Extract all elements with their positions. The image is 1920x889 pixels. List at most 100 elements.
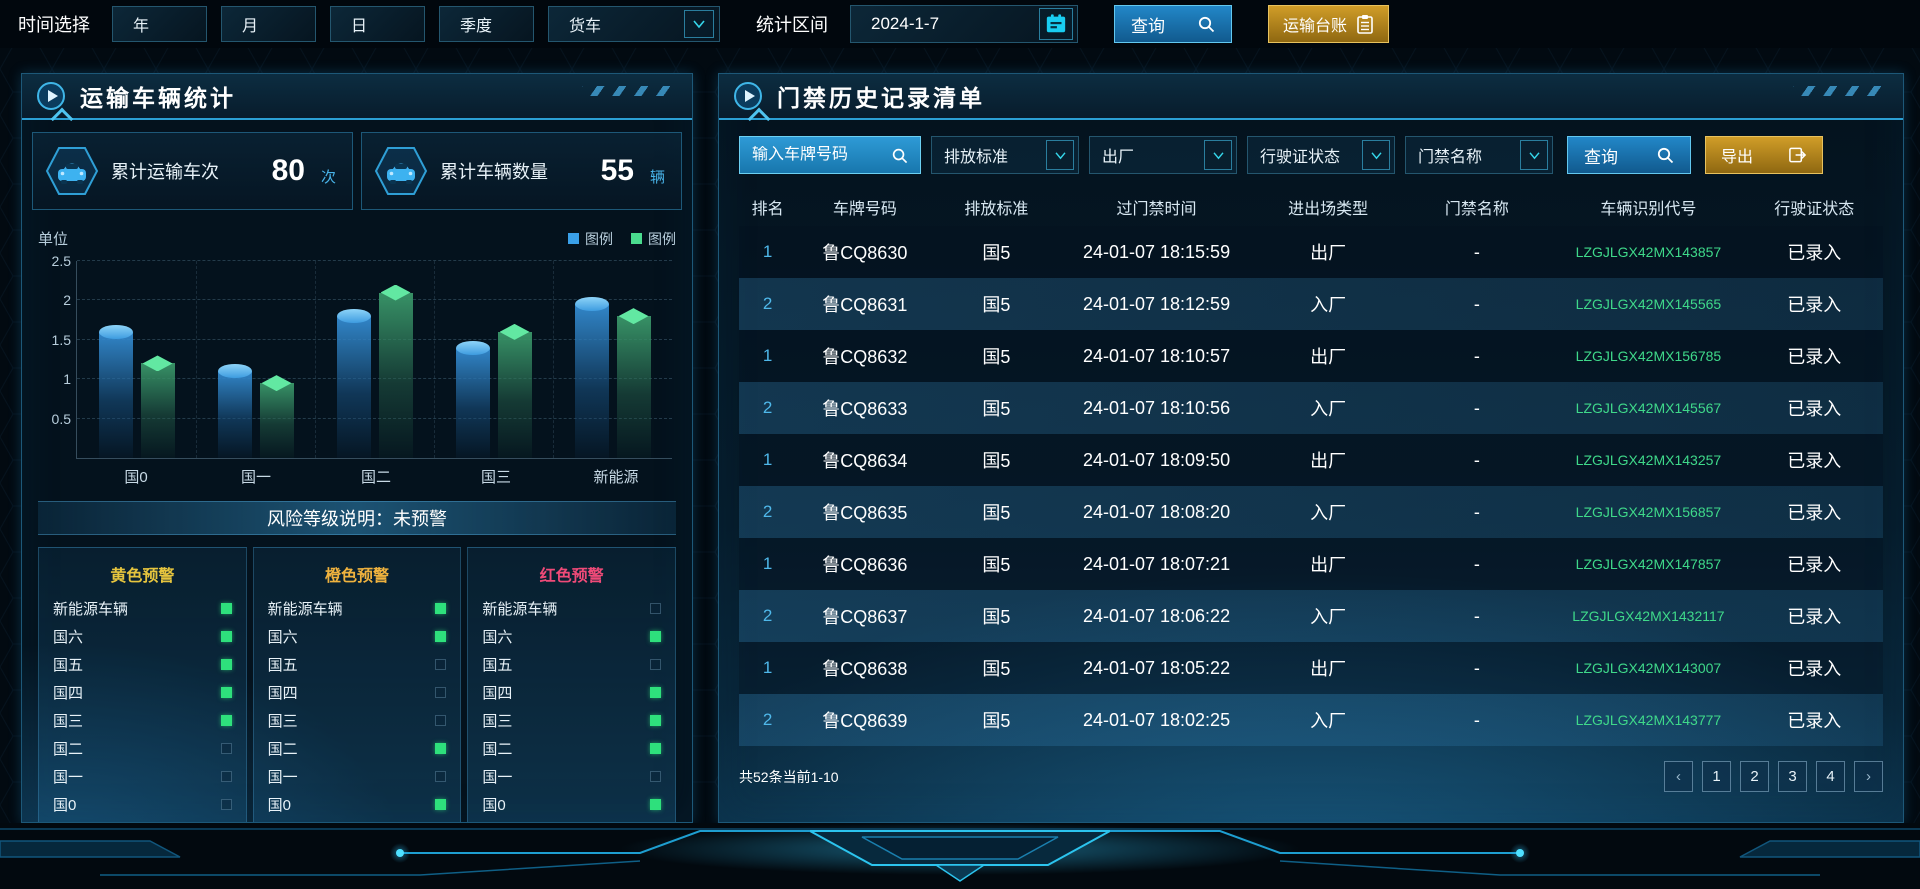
table-row[interactable]: 1 鲁CQ8632 国5 24-01-07 18:10:57 出厂 - LZGJ… <box>739 330 1883 382</box>
warning-rows: 新能源车辆 国六 国五 <box>482 594 662 818</box>
cell-direction: 入厂 <box>1310 295 1347 315</box>
warning-row: 新能源车辆 <box>53 594 232 622</box>
warning-row-label: 国0 <box>53 796 77 814</box>
bar-series-green <box>378 292 413 458</box>
warning-row: 国二 <box>482 734 662 762</box>
page-number-button[interactable]: 2 <box>1740 761 1769 792</box>
cell-plate: 鲁CQ8635 <box>822 503 908 523</box>
plate-search-field[interactable] <box>739 136 921 174</box>
period-button[interactable]: 年 <box>112 6 207 42</box>
cell-rank: 2 <box>762 502 773 521</box>
table-row[interactable]: 1 鲁CQ8634 国5 24-01-07 18:09:50 出厂 - LZGJ… <box>739 434 1883 486</box>
warning-row-label: 国三 <box>482 712 513 730</box>
query-button[interactable]: 查询 <box>1114 5 1232 43</box>
page-number-button[interactable]: 3 <box>1778 761 1807 792</box>
cell-gate-name: - <box>1473 293 1480 314</box>
cell-plate: 鲁CQ8633 <box>822 399 908 419</box>
period-button[interactable]: 季度 <box>439 6 534 42</box>
warning-row-label: 国0 <box>267 796 292 814</box>
category-label: 国一 <box>240 469 271 486</box>
warning-row-label: 国五 <box>267 656 298 674</box>
stat-label: 累计运输车次 <box>111 162 219 182</box>
filter-query-button[interactable]: 查询 <box>1567 136 1691 174</box>
table-row[interactable]: 1 鲁CQ8630 国5 24-01-07 18:15:59 出厂 - LZGJ… <box>739 226 1883 278</box>
bar-series-green <box>140 363 175 458</box>
cell-vin: LZGJLGX42MX156857 <box>1575 504 1722 520</box>
cell-emission-standard: 国5 <box>982 295 1011 315</box>
cell-emission-standard: 国5 <box>982 659 1011 679</box>
bar-series-blue <box>574 297 609 458</box>
chevron-down-icon <box>684 10 714 38</box>
filter-select[interactable]: 出厂 <box>1089 136 1237 174</box>
warning-row: 国六 <box>53 622 232 650</box>
cell-direction: 入厂 <box>1310 607 1347 627</box>
warning-row-label: 国三 <box>267 712 298 730</box>
filter-select[interactable]: 排放标准 <box>931 136 1079 174</box>
cell-gate-time: 24-01-07 18:07:21 <box>1082 553 1231 574</box>
bar-group <box>315 261 434 458</box>
page-next-button[interactable]: › <box>1854 761 1883 792</box>
filter-select-label: 排放标准 <box>944 149 1009 166</box>
cell-gate-name: - <box>1473 241 1480 262</box>
warning-row: 新能源车辆 <box>268 594 447 622</box>
cell-rank: 2 <box>762 398 773 417</box>
table-row[interactable]: 2 鲁CQ8639 国5 24-01-07 18:02:25 入厂 - LZGJ… <box>739 694 1883 746</box>
left-panel-title: 运输车辆统计 <box>80 85 236 111</box>
topbar: 时间选择 年 月 日 季度 货车 统计区间 2024-1-7 <box>0 0 1920 48</box>
transport-ledger-button[interactable]: 运输台账 <box>1268 5 1390 43</box>
warning-column: 橙色预警 新能源车辆 国六 <box>252 547 462 822</box>
table-row[interactable]: 2 鲁CQ8633 国5 24-01-07 18:10:56 入厂 - LZGJ… <box>739 382 1883 434</box>
vehicle-type-select[interactable]: 货车 <box>548 6 720 42</box>
table-row[interactable]: 1 鲁CQ8638 国5 24-01-07 18:05:22 出厂 - LZGJ… <box>739 642 1883 694</box>
legend-item[interactable]: 图例 <box>631 229 676 249</box>
cell-direction: 出厂 <box>1310 451 1347 471</box>
cell-emission-standard: 国5 <box>982 243 1011 263</box>
legend-swatch <box>568 233 579 244</box>
period-button[interactable]: 日 <box>330 6 425 42</box>
y-axis-tick: 2 <box>63 292 71 309</box>
warning-row: 国0 <box>268 790 447 818</box>
bar-series-blue <box>455 340 490 458</box>
page-number-button[interactable]: 1 <box>1702 761 1731 792</box>
cell-gate-name: - <box>1473 553 1480 574</box>
period-button[interactable]: 月 <box>221 6 316 42</box>
table-row[interactable]: 2 鲁CQ8637 国5 24-01-07 18:06:22 入厂 - LZGJ… <box>739 590 1883 642</box>
bottom-tech-decoration <box>0 823 1920 889</box>
filter-select[interactable]: 门禁名称 <box>1405 136 1553 174</box>
filter-query-label: 查询 <box>1584 147 1618 167</box>
page-number-button[interactable]: 4 <box>1816 761 1845 792</box>
warning-indicator <box>220 770 232 782</box>
cell-gate-time: 24-01-07 18:12:59 <box>1082 293 1231 314</box>
cell-vin: LZGJLGX42MX147857 <box>1575 556 1722 572</box>
plate-search-input[interactable] <box>752 146 882 164</box>
legend-label: 图例 <box>585 230 613 247</box>
warning-indicator <box>435 798 447 810</box>
cell-rank: 1 <box>762 242 773 261</box>
table-row[interactable]: 2 鲁CQ8635 国5 24-01-07 18:08:20 入厂 - LZGJ… <box>739 486 1883 538</box>
warning-indicator <box>435 602 447 614</box>
category-label: 国三 <box>480 469 511 486</box>
cell-license-status: 已录入 <box>1787 399 1842 419</box>
stat-unit: 次 <box>320 168 336 186</box>
filter-select-label: 门禁名称 <box>1418 149 1483 166</box>
header-slash-decoration <box>1793 86 1889 96</box>
cell-emission-standard: 国5 <box>982 711 1011 731</box>
date-input[interactable]: 2024-1-7 <box>850 5 1078 43</box>
cell-plate: 鲁CQ8634 <box>822 451 908 471</box>
cell-gate-time: 24-01-07 18:09:50 <box>1082 449 1231 470</box>
table-row[interactable]: 1 鲁CQ8636 国5 24-01-07 18:07:21 出厂 - LZGJ… <box>739 538 1883 590</box>
table-row[interactable]: 2 鲁CQ8631 国5 24-01-07 18:12:59 入厂 - LZGJ… <box>739 278 1883 330</box>
legend-item[interactable]: 图例 <box>568 229 613 249</box>
cell-license-status: 已录入 <box>1787 243 1842 263</box>
filter-select[interactable]: 行驶证状态 <box>1247 136 1395 174</box>
page-prev-button[interactable]: ‹ <box>1664 761 1693 792</box>
access-history-table: 1 鲁CQ8630 国5 24-01-07 18:15:59 出厂 - LZGJ… <box>739 226 1883 746</box>
cell-gate-time: 24-01-07 18:06:22 <box>1082 605 1231 626</box>
cell-gate-name: - <box>1473 345 1480 366</box>
export-button[interactable]: 导出 <box>1705 136 1823 174</box>
legend-swatch <box>631 233 642 244</box>
bar-series-green <box>259 383 294 458</box>
cell-emission-standard: 国5 <box>982 451 1011 471</box>
warning-row-label: 新能源车辆 <box>267 600 343 618</box>
chevron-down-icon <box>1362 140 1390 170</box>
